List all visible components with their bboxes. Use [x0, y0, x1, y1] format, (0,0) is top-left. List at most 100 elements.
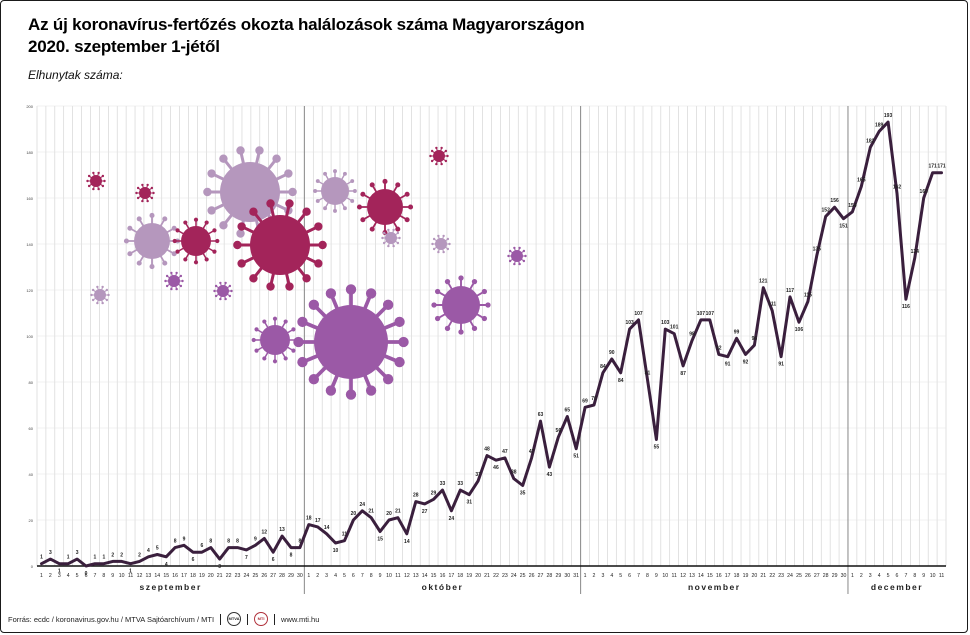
- virus-spike-tip: [513, 262, 516, 266]
- x-tick-label: 10: [386, 573, 392, 579]
- website-link[interactable]: www.mti.hu: [281, 614, 320, 624]
- data-label: 20: [351, 511, 357, 517]
- virus-spike-tip: [448, 242, 451, 246]
- virus-spike-tip: [266, 199, 275, 208]
- virus-body: [94, 289, 106, 301]
- x-tick-label: 7: [637, 573, 640, 579]
- virus-spike-tip: [518, 262, 521, 266]
- virus-spike-tip: [404, 191, 410, 197]
- virus-spike-tip: [360, 191, 366, 197]
- virus-spike-tip: [342, 171, 347, 176]
- virus-spike-tip: [381, 236, 384, 240]
- x-tick-label: 12: [680, 573, 686, 579]
- data-label: 3: [76, 550, 79, 556]
- x-tick-label: 15: [431, 573, 437, 579]
- virus-body: [260, 325, 290, 355]
- source-text: Forrás: ecdc / koronavirus.gov.hu / MTVA…: [8, 614, 215, 624]
- virus-spike-tip: [162, 216, 168, 222]
- virus-spike-tip: [165, 274, 169, 278]
- data-label: 165: [857, 178, 866, 184]
- virus-spike-tip: [345, 389, 357, 400]
- virus-spike-tip: [219, 221, 228, 230]
- x-tick-label: 14: [698, 573, 704, 579]
- virus-spike-tip: [101, 174, 105, 178]
- virus-spike-tip: [175, 228, 180, 233]
- virus-spike-tip: [266, 282, 275, 291]
- data-label: 20: [386, 511, 392, 517]
- data-label: 193: [884, 113, 893, 119]
- virus-spike-tip: [308, 373, 320, 385]
- data-label: 37: [475, 472, 481, 478]
- x-tick-label: 29: [288, 573, 294, 579]
- virus-spike-tip: [392, 244, 395, 248]
- x-tick-label: 25: [796, 573, 802, 579]
- virus-spike-tip: [204, 257, 209, 262]
- x-tick-label: 5: [76, 573, 79, 579]
- x-tick-label: 29: [832, 573, 838, 579]
- virus-spike-tip: [152, 191, 155, 195]
- virus-body: [367, 189, 403, 225]
- x-tick-label: 22: [769, 573, 775, 579]
- data-label: 14: [324, 525, 330, 531]
- virus-icon: [123, 212, 181, 270]
- x-tick-label: 6: [628, 573, 631, 579]
- virus-spike-tip: [342, 206, 347, 211]
- virus-spike-tip: [127, 251, 133, 257]
- virus-spike-tip: [105, 288, 109, 292]
- virus-spike-tip: [522, 249, 526, 253]
- virus-body: [217, 285, 229, 297]
- virus-spike-tip: [435, 146, 438, 150]
- virus-spike-tip: [237, 222, 246, 231]
- month-label: október: [422, 582, 464, 592]
- virus-spike-tip: [228, 294, 232, 298]
- virus-body: [433, 150, 445, 162]
- data-label: 107: [697, 311, 706, 317]
- virus-spike-tip: [431, 302, 437, 308]
- data-label: 24: [449, 516, 455, 522]
- data-label: 27: [422, 509, 428, 515]
- virus-spike-tip: [164, 279, 167, 283]
- x-tick-label: 28: [547, 573, 553, 579]
- data-label: 160: [920, 189, 929, 195]
- virus-spike-tip: [302, 207, 311, 216]
- data-label: 135: [813, 247, 822, 253]
- data-label: 55: [654, 445, 660, 451]
- virus-spike-tip: [434, 315, 441, 322]
- data-label: 107: [706, 311, 715, 317]
- data-label: 92: [743, 359, 749, 365]
- virus-spike-tip: [435, 162, 438, 166]
- virus-spike-tip: [508, 259, 512, 263]
- virus-spike-tip: [333, 169, 337, 174]
- virus-body: [181, 226, 211, 256]
- virus-spike-tip: [356, 204, 362, 210]
- virus-icon: [381, 228, 401, 248]
- virus-spike-tip: [171, 225, 177, 231]
- virus-spike-tip: [288, 187, 297, 197]
- data-label: 48: [484, 447, 490, 453]
- data-label: 47: [529, 449, 535, 455]
- x-tick-label: 9: [379, 573, 382, 579]
- virus-spike-tip: [175, 271, 178, 275]
- data-label: 13: [279, 527, 285, 533]
- x-tick-label: 5: [887, 573, 890, 579]
- virus-spike-tip: [297, 356, 308, 368]
- virus-spike-tip: [90, 293, 93, 297]
- virus-spike-tip: [440, 146, 443, 150]
- y-tick-label: 80: [29, 380, 34, 385]
- data-label: 33: [458, 481, 464, 487]
- virus-spike-tip: [136, 196, 140, 200]
- virus-spike-tip: [165, 284, 169, 288]
- virus-spike-tip: [285, 199, 294, 208]
- virus-spike-tip: [446, 154, 449, 158]
- virus-spike-tip: [107, 293, 110, 297]
- x-tick-label: 19: [743, 573, 749, 579]
- virus-spike-tip: [382, 241, 386, 245]
- data-label: 182: [866, 138, 875, 144]
- virus-spike-tip: [230, 289, 233, 293]
- x-tick-label: 24: [244, 573, 250, 579]
- virus-spike-tip: [323, 206, 328, 211]
- data-label: 24: [359, 502, 365, 508]
- virus-body: [511, 250, 523, 262]
- data-label: 14: [404, 539, 410, 545]
- y-tick-label: 40: [29, 472, 34, 477]
